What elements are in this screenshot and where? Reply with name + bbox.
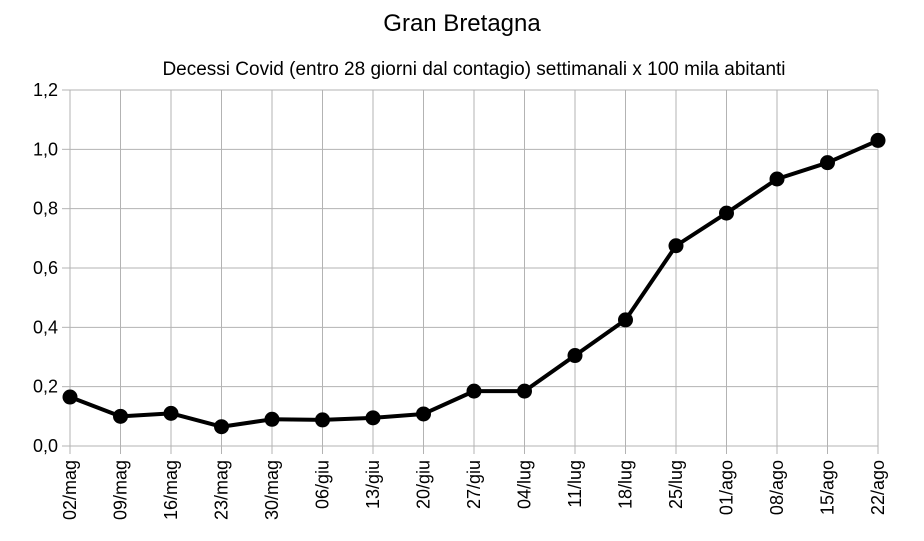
data-point [62, 389, 78, 405]
data-point [264, 411, 280, 427]
x-tick-label: 13/giu [363, 460, 383, 509]
x-tick-label: 23/mag [212, 460, 232, 520]
data-point [618, 312, 633, 328]
data-point [365, 410, 381, 426]
x-tick-label: 02/mag [60, 460, 80, 520]
y-tick-label: 0,4 [33, 317, 58, 337]
data-point [214, 419, 229, 435]
data-point [163, 405, 179, 421]
data-point [719, 205, 734, 221]
x-axis-ticks: 02/mag 09/mag 16/mag 23/mag 30/mag 06/giu 13/g… [60, 460, 888, 520]
x-tick-label: 22/ago [868, 460, 888, 515]
x-tick-label: 18/lug [616, 460, 636, 509]
y-tick-label: 0,8 [33, 199, 58, 219]
data-point [113, 408, 128, 424]
y-tick-label: 1,2 [33, 80, 58, 100]
data-point [466, 383, 482, 399]
data-point [315, 412, 330, 428]
y-tick-label: 0,0 [33, 436, 58, 456]
x-tick-label: 25/lug [666, 460, 686, 509]
y-tick-label: 0,2 [33, 377, 58, 397]
data-point [567, 348, 583, 364]
x-tick-label: 04/lug [515, 460, 535, 509]
data-point [416, 406, 431, 422]
x-tick-label: 27/giu [464, 460, 484, 509]
x-tick-label: 11/lug [565, 460, 585, 508]
y-tick-label: 0,6 [33, 258, 58, 278]
x-tick-label: 08/ago [767, 460, 787, 515]
y-axis-ticks: 0,0 0,2 0,4 0,6 0,8 1,0 1,2 [33, 80, 58, 456]
chart-subtitle: Decessi Covid (entro 28 giorni dal conta… [162, 59, 785, 80]
x-tick-label: 06/giu [313, 460, 333, 509]
x-tick-label: 16/mag [161, 460, 181, 520]
x-tick-label: 15/ago [818, 460, 838, 515]
x-tick-label: 01/ago [717, 460, 737, 515]
data-point [769, 171, 785, 187]
data-point [517, 383, 532, 399]
series-layer [62, 132, 886, 435]
x-tick-label: 20/giu [414, 460, 434, 509]
y-tick-label: 1,0 [33, 139, 58, 159]
data-point [820, 155, 835, 171]
data-point [870, 132, 886, 148]
x-tick-label: 30/mag [262, 460, 282, 520]
data-point [668, 238, 684, 254]
x-tick-label: 09/mag [111, 460, 131, 520]
grid-layer [62, 89, 879, 454]
chart-title: Gran Bretagna [383, 10, 541, 37]
